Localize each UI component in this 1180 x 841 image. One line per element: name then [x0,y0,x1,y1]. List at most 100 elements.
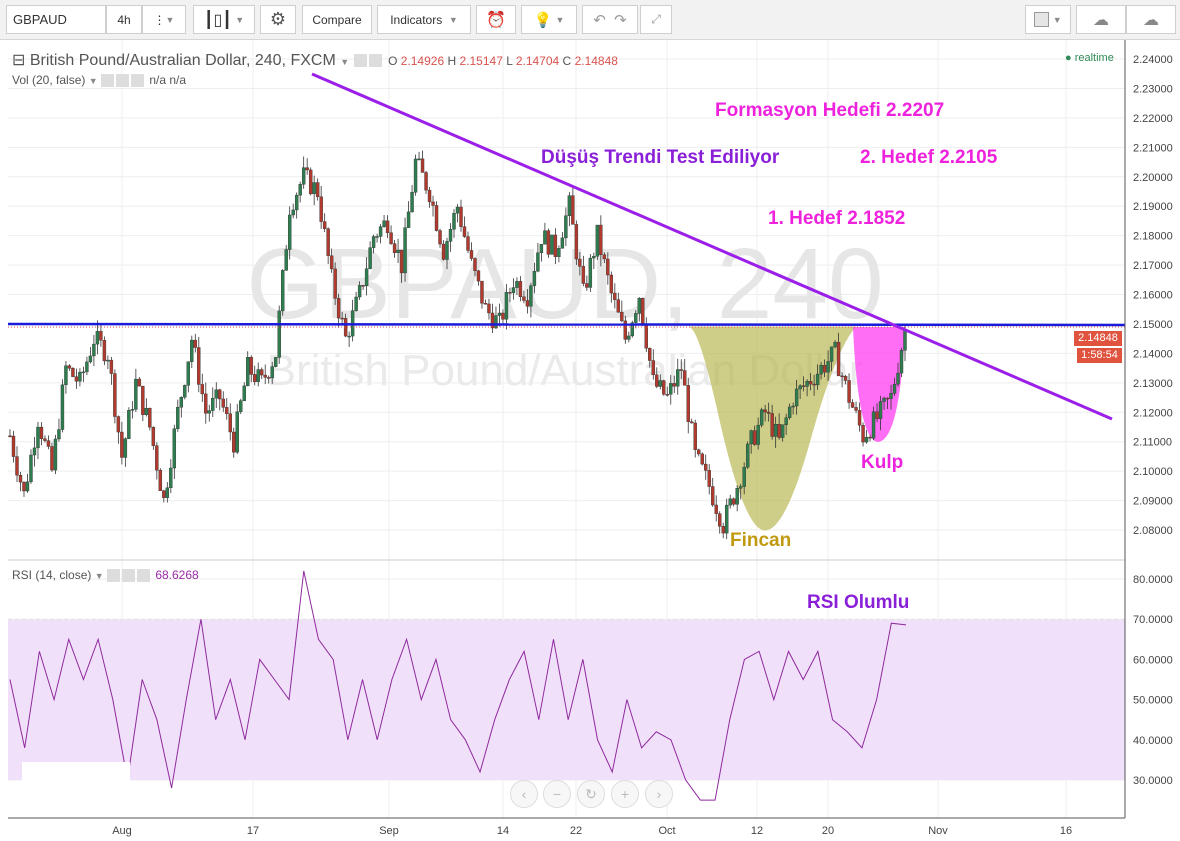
undo-redo[interactable]: ↶ ↷ [582,5,638,34]
last-price-badge: 2.14848 [1074,331,1122,346]
settings-button[interactable]: ⚙ [260,5,296,34]
candle-body [183,385,187,398]
candle-body [676,369,680,387]
save-button[interactable]: ☁ [1126,5,1176,34]
compare-button[interactable]: Compare [302,5,372,34]
annotation-target-2[interactable]: 2. Hedef 2.2105 [860,147,998,168]
time-tick-label: Sep [379,825,399,837]
gear-icon[interactable] [368,54,382,68]
candle-body [137,378,142,387]
annotation-pattern-target[interactable]: Formasyon Hedefi 2.2207 [715,100,945,121]
close-icon[interactable] [136,569,150,583]
candle-body [113,373,117,417]
close-icon[interactable] [130,74,144,88]
gear-icon: ⚙ [269,9,287,29]
eye-icon[interactable] [106,569,120,583]
eye-icon[interactable] [353,54,367,68]
load-button[interactable]: ☁ [1076,5,1126,34]
candle-body [805,381,809,387]
indicators-button[interactable]: Indicators ▼ [377,5,471,34]
gear-icon[interactable] [121,569,135,583]
candle-body [270,366,274,379]
candle-body [301,167,306,185]
chevron-down-icon[interactable]: ▼ [88,76,98,86]
candle-body [749,430,753,445]
zoom-in-button[interactable]: + [611,780,639,808]
candle-body [819,365,823,375]
candle-body [469,250,474,259]
candle-body [109,359,114,374]
candle-body [794,388,799,407]
vol-values: n/a n/a [149,73,187,87]
candle-body [305,167,309,171]
candle-body [522,296,526,301]
candle-body [130,409,135,411]
candle-body [595,224,600,257]
fullscreen-button[interactable]: ⤢ [640,5,672,34]
rsi-tick-label: 30.0000 [1133,775,1173,787]
chart-type-button[interactable]: ┃▯┃ ▼ [193,5,255,34]
candle-body [172,428,177,469]
chevron-down-icon[interactable]: ▼ [340,57,350,67]
candle-body [697,449,701,455]
downtrend-line[interactable] [311,72,1113,421]
alert-button[interactable]: ⏰ [476,5,516,34]
candle-body [843,375,848,381]
symbol-input[interactable]: GBPAUD [6,5,106,34]
scroll-left-button[interactable]: ‹ [510,780,538,808]
price-tick-label: 2.24000 [1133,54,1173,66]
annotation-handle[interactable]: Kulp [861,452,904,473]
annotation-cup[interactable]: Fincan [730,530,792,551]
interval-button[interactable]: 4h [106,5,142,34]
rsi-tick-label: 50.0000 [1133,695,1173,707]
redo-icon[interactable]: ↷ [614,11,627,29]
candle-body [378,226,383,237]
candle-body [686,385,690,422]
annotation-trend-test[interactable]: Düşüş Trendi Test Ediliyor [541,147,780,168]
eye-icon[interactable] [100,74,114,88]
resistance-line[interactable] [7,322,1126,327]
candle-body [424,172,428,191]
candle-body [368,247,372,269]
candle-body [315,182,320,197]
rsi-tick-label: 70.0000 [1133,614,1173,626]
candle-body [431,201,435,206]
ideas-button[interactable]: 💡 ▼ [521,5,577,34]
reset-button[interactable]: ↻ [577,780,605,808]
candle-body [550,234,554,255]
time-tick-label: Nov [928,825,948,837]
candle-body [613,292,617,300]
price-tick-label: 2.08000 [1133,525,1173,537]
candle-body [64,365,68,386]
candle-body [718,513,722,527]
scroll-right-button[interactable]: › [645,780,673,808]
annotation-rsi[interactable]: RSI Olumlu [807,592,910,613]
candle-body [85,361,89,373]
candle-body [658,380,662,387]
candle-body [441,243,446,260]
candle-body [256,369,260,382]
candle-body [777,424,781,438]
candle-body [623,320,628,340]
color-button[interactable]: ▼ [1025,5,1071,34]
handle-shape[interactable] [853,327,905,442]
candle-body [385,220,390,233]
candle-body [854,407,858,411]
zoom-out-button[interactable]: − [543,780,571,808]
chevron-down-icon[interactable]: ▼ [94,571,104,581]
indicators-label: Indicators [390,12,443,27]
collapse-icon[interactable]: ⊟ [12,52,26,69]
annotation-target-1[interactable]: 1. Hedef 2.1852 [768,208,906,229]
candle-body [731,498,736,505]
candle-body [253,374,257,382]
candle-body [634,313,638,323]
interval-dropdown[interactable]: ⋮ ▼ [142,5,186,34]
candle-body [892,383,897,394]
series-title: British Pound/Australian Dollar, 240, FX… [29,52,336,69]
gear-icon[interactable] [115,74,129,88]
candle-body [536,252,540,272]
candle-body [784,417,788,425]
undo-icon[interactable]: ↶ [593,11,606,29]
candle-body [371,236,376,248]
